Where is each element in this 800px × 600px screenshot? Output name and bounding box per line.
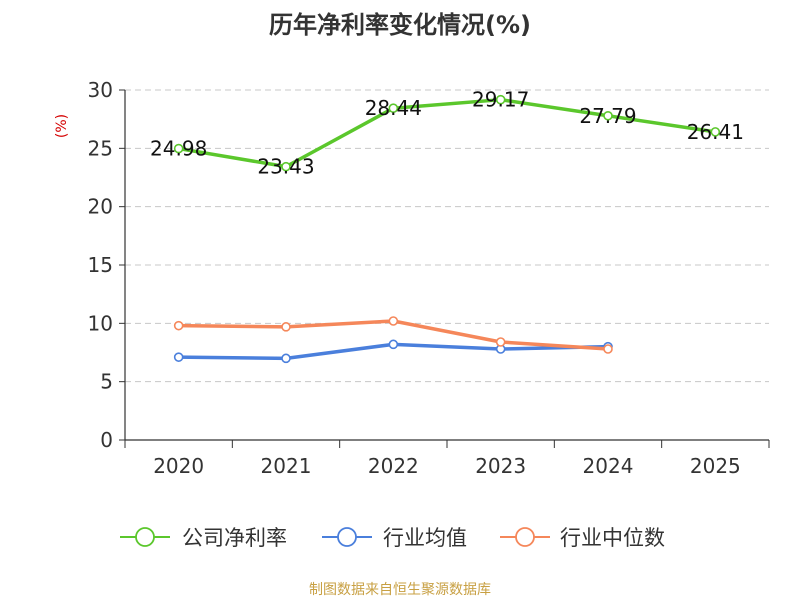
- legend-label: 行业均值: [383, 526, 467, 550]
- data-point[interactable]: [281, 322, 291, 332]
- data-point[interactable]: [173, 352, 184, 362]
- x-tick-label: 2024: [583, 454, 634, 478]
- legend-item-0[interactable]: 公司净利率: [120, 526, 287, 550]
- y-tick-label: 20: [88, 195, 113, 219]
- x-tick-label: 2020: [153, 454, 204, 478]
- x-tick-label: 2023: [475, 454, 526, 478]
- data-point[interactable]: [281, 353, 291, 364]
- data-label: 24.98: [150, 137, 207, 161]
- y-tick-label: 10: [88, 311, 113, 335]
- y-tick-label: 5: [100, 370, 113, 394]
- data-label: 23.43: [257, 155, 314, 179]
- chart-title: 历年净利率变化情况(%): [269, 11, 531, 39]
- legend-item-1[interactable]: 行业均值: [322, 526, 467, 550]
- legend-marker: [515, 527, 535, 547]
- data-point[interactable]: [388, 103, 399, 113]
- legend-label: 公司净利率: [182, 526, 287, 550]
- data-point[interactable]: [281, 161, 291, 172]
- legend-marker: [337, 527, 357, 547]
- data-label: 29.17: [472, 88, 529, 112]
- y-tick-label: 25: [88, 136, 113, 160]
- data-point[interactable]: [710, 127, 721, 137]
- data-point[interactable]: [173, 320, 184, 331]
- data-point[interactable]: [388, 316, 399, 326]
- legend[interactable]: 公司净利率 行业均值 行业中位数: [120, 526, 665, 550]
- series-lines: [173, 94, 721, 364]
- data-label: 28.44: [365, 96, 422, 120]
- data-point[interactable]: [495, 337, 506, 347]
- legend-item-2[interactable]: 行业中位数: [500, 526, 665, 550]
- y-tick-label: 0: [100, 428, 113, 452]
- series-line-0: [176, 97, 718, 169]
- y-tick-label: 30: [88, 78, 113, 102]
- data-point[interactable]: [603, 344, 613, 354]
- legend-label: 行业中位数: [560, 526, 665, 550]
- data-point[interactable]: [388, 339, 399, 350]
- data-source-note: 制图数据来自恒生聚源数据库: [309, 582, 491, 598]
- y-tick-label: 15: [88, 253, 113, 277]
- data-label: 27.79: [579, 104, 636, 128]
- x-tick-label: 2022: [368, 454, 419, 478]
- y-axis-unit-label: (%): [54, 114, 70, 138]
- data-point[interactable]: [603, 110, 613, 121]
- legend-marker: [135, 527, 155, 547]
- data-point[interactable]: [495, 94, 506, 105]
- data-labels: 24.98 23.43 28.44 29.17 27.79 26.41: [150, 88, 744, 179]
- x-tick-label: 2025: [690, 454, 741, 478]
- grid-lines: [125, 89, 769, 383]
- data-point[interactable]: [173, 143, 184, 154]
- data-label: 26.41: [687, 120, 744, 144]
- x-tick-label: 2021: [261, 454, 312, 478]
